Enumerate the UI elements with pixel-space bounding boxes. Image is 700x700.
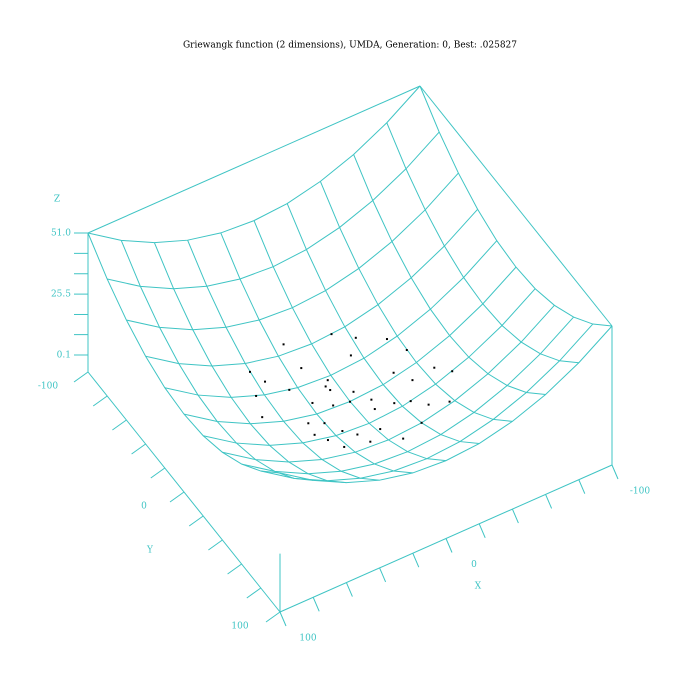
mesh-line: [241, 316, 574, 475]
sample-point: [420, 421, 423, 424]
mesh-line: [145, 208, 478, 367]
x-tick-label: -100: [630, 487, 650, 497]
sample-point: [261, 416, 264, 419]
y-minor-tick: [246, 587, 262, 599]
mesh-line: [126, 172, 459, 331]
y-minor-tick: [150, 467, 166, 479]
sample-point: [332, 404, 335, 407]
sample-point: [373, 408, 376, 411]
z-tick-label: 25.5: [51, 290, 71, 300]
sample-point: [323, 422, 326, 425]
y-tick: [265, 611, 281, 623]
mesh-line: [120, 240, 314, 481]
z-tick-label: 0.1: [57, 350, 71, 360]
sample-point: [326, 379, 329, 382]
sample-point: [349, 400, 351, 403]
mesh-line: [164, 240, 498, 398]
x-minor-tick: [345, 582, 353, 597]
chart-title: Griewangk function (2 dimensions), UMDA,…: [183, 40, 517, 51]
sample-point: [402, 437, 405, 440]
x-tick-label: 0: [471, 560, 477, 570]
y-tick-label: 0: [141, 502, 147, 512]
sample-point: [307, 422, 310, 425]
mesh-line: [203, 288, 536, 446]
sample-point: [354, 336, 357, 339]
sample-point: [349, 354, 352, 357]
y-tick-label: 100: [231, 622, 248, 632]
mesh-line: [353, 154, 546, 395]
sample-point: [352, 390, 355, 393]
sample-point: [411, 379, 414, 382]
x-minor-tick: [511, 508, 519, 524]
sample-point: [448, 400, 451, 403]
x-tick-label: 100: [299, 634, 316, 644]
sample-point: [343, 445, 346, 448]
y-axis-label: Y: [146, 546, 154, 556]
sample-point: [300, 367, 303, 370]
sample-point: [409, 400, 412, 403]
mesh-line: [419, 85, 613, 327]
sample-point: [329, 389, 332, 392]
y-minor-tick: [227, 563, 242, 575]
z-tick-label: 51.0: [51, 229, 71, 239]
box-edge: [419, 85, 613, 327]
mesh-line: [319, 181, 513, 422]
x-tick: [445, 538, 453, 553]
x-minor-tick: [478, 523, 486, 538]
x-axis-label: X: [475, 582, 482, 592]
mesh-line: [260, 323, 594, 482]
x-minor-tick: [545, 494, 553, 509]
sample-point: [385, 338, 388, 341]
y-minor-tick: [92, 395, 108, 407]
y-minor-tick: [131, 443, 146, 455]
y-minor-tick: [208, 539, 223, 551]
z-axis-label: Z: [54, 195, 60, 205]
sample-point: [288, 388, 291, 391]
sample-point: [341, 429, 344, 432]
sample-point: [392, 371, 395, 374]
y-tick: [73, 371, 89, 383]
mesh-line: [153, 242, 347, 484]
x-minor-tick: [578, 479, 586, 494]
mesh-line: [187, 239, 380, 481]
sample-point: [427, 403, 430, 406]
mesh-line: [220, 232, 413, 474]
sample-point: [330, 333, 333, 336]
sample-point: [324, 385, 327, 388]
mesh-line: [286, 203, 480, 445]
sample-point: [313, 433, 316, 436]
sample-point: [356, 433, 359, 436]
mesh-line: [87, 85, 421, 244]
sample-point: [264, 380, 267, 383]
sample-point: [405, 349, 408, 352]
sample-point: [326, 439, 329, 442]
sample-point: [255, 394, 258, 397]
sample-point: [249, 370, 251, 373]
sample-point: [369, 440, 372, 443]
mesh-line: [279, 325, 613, 484]
x-minor-tick: [412, 553, 420, 568]
sample-point: [370, 398, 373, 401]
sample-point: [311, 401, 314, 404]
y-minor-tick: [188, 515, 204, 527]
x-tick: [279, 611, 287, 627]
y-tick: [169, 491, 185, 503]
sample-point: [282, 343, 285, 346]
y-tick-label: -100: [38, 382, 58, 392]
mesh-line: [386, 122, 579, 364]
x-minor-tick: [312, 597, 320, 612]
sample-point: [393, 402, 396, 405]
box-edge: [87, 85, 421, 234]
x-tick: [611, 464, 619, 480]
sample-point: [433, 366, 436, 369]
sample-point: [379, 428, 382, 431]
sample-point: [451, 370, 454, 373]
x-minor-tick: [379, 567, 387, 583]
y-minor-tick: [112, 419, 127, 431]
mesh-line: [87, 232, 281, 474]
